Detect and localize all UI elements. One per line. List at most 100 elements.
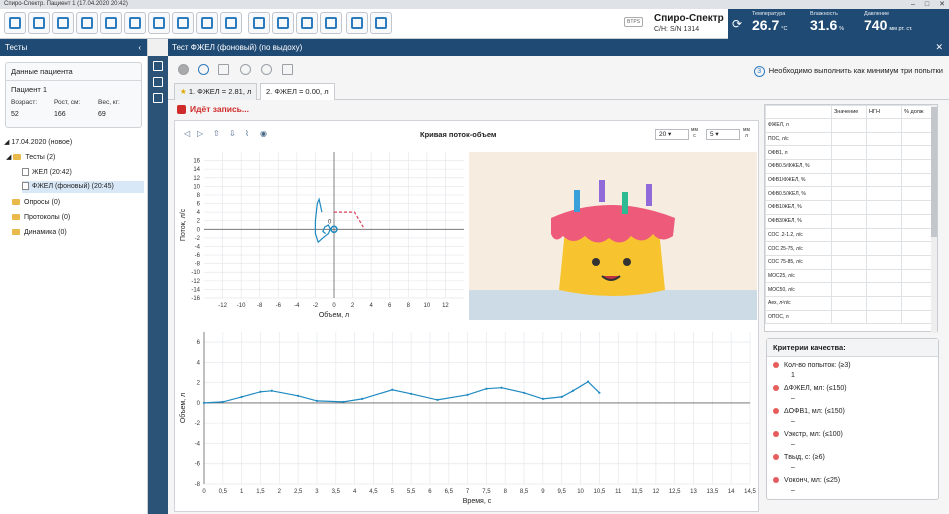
x-tick-label: 10 bbox=[577, 489, 584, 495]
window-title: Спиро-Спектр. Пациент 1 (17.04.2020 20:4… bbox=[4, 1, 128, 7]
lungs-button[interactable] bbox=[100, 12, 122, 34]
tests-panel-title: Тесты bbox=[5, 43, 28, 52]
person-button[interactable] bbox=[172, 12, 194, 34]
report-side-icon[interactable] bbox=[153, 77, 163, 87]
tree-test-fzhel[interactable]: ФЖЕЛ (фоновый) (20:45) bbox=[22, 181, 144, 193]
report2-button[interactable] bbox=[272, 12, 294, 34]
weight-value: 69 bbox=[98, 111, 106, 118]
x-tick-label: 5 bbox=[391, 489, 395, 495]
quality-label: Кол-во попыток: (≥3) bbox=[784, 362, 851, 369]
x-tick-label: 6,5 bbox=[445, 489, 454, 495]
tab-attempt-1[interactable]: ★ 1. ФЖЕЛ = 2.81, л bbox=[174, 83, 258, 100]
info-button[interactable] bbox=[370, 12, 392, 34]
timer-icon bbox=[153, 17, 165, 29]
tree-tests[interactable]: ◢ Тесты (2) bbox=[6, 152, 55, 164]
nav-down-icon[interactable]: ⇩ bbox=[229, 129, 236, 138]
timer-button[interactable] bbox=[148, 12, 170, 34]
series-marker bbox=[330, 225, 338, 234]
row-label: ПОС, л/с bbox=[765, 131, 832, 147]
maximize-icon[interactable]: □ bbox=[924, 1, 930, 8]
tree-dynamics[interactable]: Динамика (0) bbox=[12, 227, 67, 239]
expand-icon[interactable]: ◢ bbox=[4, 139, 12, 146]
report-button[interactable] bbox=[248, 12, 270, 34]
list-icon[interactable] bbox=[153, 61, 163, 71]
fail-icon bbox=[773, 408, 779, 415]
close-icon[interactable]: ✕ bbox=[939, 1, 945, 8]
nav-lungs-icon[interactable]: ⌇ bbox=[245, 129, 249, 138]
gain-select[interactable]: 5 ▾ bbox=[706, 129, 740, 140]
doc-button[interactable] bbox=[196, 12, 218, 34]
gain-unit-top: мм bbox=[743, 127, 750, 133]
tree-surveys[interactable]: Опросы (0) bbox=[12, 197, 60, 209]
x-tick-label: 4 bbox=[369, 303, 373, 309]
speed-unit-top: мм bbox=[691, 127, 698, 133]
table-row: ОПОС, л bbox=[765, 309, 933, 325]
table-row: ОФВ1/ФЖЕЛ, % bbox=[765, 172, 933, 188]
x-tick-label: -2 bbox=[313, 303, 319, 309]
table-button[interactable] bbox=[282, 64, 293, 75]
chart-button[interactable] bbox=[320, 12, 342, 34]
data-point bbox=[240, 395, 243, 398]
expand-icon[interactable]: ◢ bbox=[6, 154, 14, 161]
close-test-icon[interactable]: ✕ bbox=[935, 42, 943, 52]
breath-button[interactable] bbox=[124, 12, 146, 34]
delete-button[interactable] bbox=[261, 64, 272, 75]
x-tick-label: 1,5 bbox=[256, 489, 265, 495]
tree-protocols[interactable]: Протоколы (0) bbox=[12, 212, 70, 224]
minimize-icon[interactable]: – bbox=[910, 1, 915, 8]
row-label: ОПОС, л bbox=[765, 309, 832, 325]
humidity-value: 31.6 bbox=[810, 17, 838, 33]
collapse-left-icon[interactable]: ‹ bbox=[138, 43, 141, 52]
settings-button[interactable] bbox=[346, 12, 368, 34]
doc-side-icon[interactable] bbox=[153, 93, 163, 103]
y-tick-label: -8 bbox=[195, 262, 201, 268]
x-tick-label: 12 bbox=[653, 489, 660, 495]
tree-protocols-label: Протоколы (0) bbox=[24, 214, 71, 221]
tree-date[interactable]: ◢ 17.04.2020 (новое) bbox=[4, 137, 72, 149]
quality-header: Критерии качества: bbox=[767, 339, 938, 357]
info-icon bbox=[375, 17, 387, 29]
sheet-icon bbox=[225, 17, 237, 29]
card-button[interactable] bbox=[28, 12, 50, 34]
device-brand: BTPS Спиро-Спектр С/Н: S/N 1314 bbox=[624, 11, 748, 37]
nav-up-icon[interactable]: ⇧ bbox=[213, 129, 220, 138]
recording-label: Идёт запись... bbox=[190, 104, 249, 114]
series-line bbox=[314, 197, 331, 244]
y-tick-label: 4 bbox=[197, 360, 201, 366]
speed-unit-bottom: с bbox=[693, 133, 696, 139]
report2-icon bbox=[277, 17, 289, 29]
save-button[interactable] bbox=[76, 12, 98, 34]
patients-button[interactable] bbox=[4, 12, 26, 34]
quality-label: Vоконч, мл: (≤25) bbox=[784, 477, 841, 484]
candle-icon bbox=[646, 184, 652, 206]
star-button[interactable] bbox=[240, 64, 251, 75]
quality-value: 1 bbox=[791, 372, 795, 379]
hint-number: 3 bbox=[753, 66, 765, 77]
data-point bbox=[297, 394, 300, 397]
nav-left-icon[interactable]: ◁ bbox=[184, 129, 191, 138]
table-scrollbar[interactable] bbox=[931, 105, 937, 333]
export-button[interactable] bbox=[296, 12, 318, 34]
y-tick-label: 0 bbox=[197, 227, 201, 233]
x-tick-label: 8,5 bbox=[520, 489, 529, 495]
stop-button[interactable] bbox=[198, 64, 209, 75]
test-button[interactable] bbox=[52, 12, 74, 34]
sheet-button[interactable] bbox=[220, 12, 242, 34]
data-point bbox=[391, 388, 394, 391]
eye-icon[interactable]: ◉ bbox=[260, 129, 267, 138]
speed-select[interactable]: 20 ▾ bbox=[655, 129, 689, 140]
test-title-bar: Тест ФЖЕЛ (фоновый) (по выдоху) ✕ bbox=[168, 39, 949, 56]
x-tick-label: -10 bbox=[237, 303, 246, 309]
nav-right-icon[interactable]: ▷ bbox=[197, 129, 204, 138]
cake-frosting bbox=[551, 205, 675, 243]
data-point bbox=[259, 390, 262, 393]
x-tick-label: 4 bbox=[353, 489, 357, 495]
table-scrollbar-thumb[interactable] bbox=[931, 107, 937, 237]
x-tick-label: 13 bbox=[690, 489, 697, 495]
record-button[interactable] bbox=[178, 64, 189, 75]
tree-dynamics-label: Динамика (0) bbox=[24, 229, 67, 236]
bars-button[interactable] bbox=[218, 64, 229, 75]
refresh-icon[interactable]: ⟳ bbox=[732, 17, 743, 31]
tab-attempt-2[interactable]: 2. ФЖЕЛ = 0.00, л bbox=[260, 83, 335, 100]
tree-test-zhel[interactable]: ЖЕЛ (20:42) bbox=[22, 167, 72, 179]
